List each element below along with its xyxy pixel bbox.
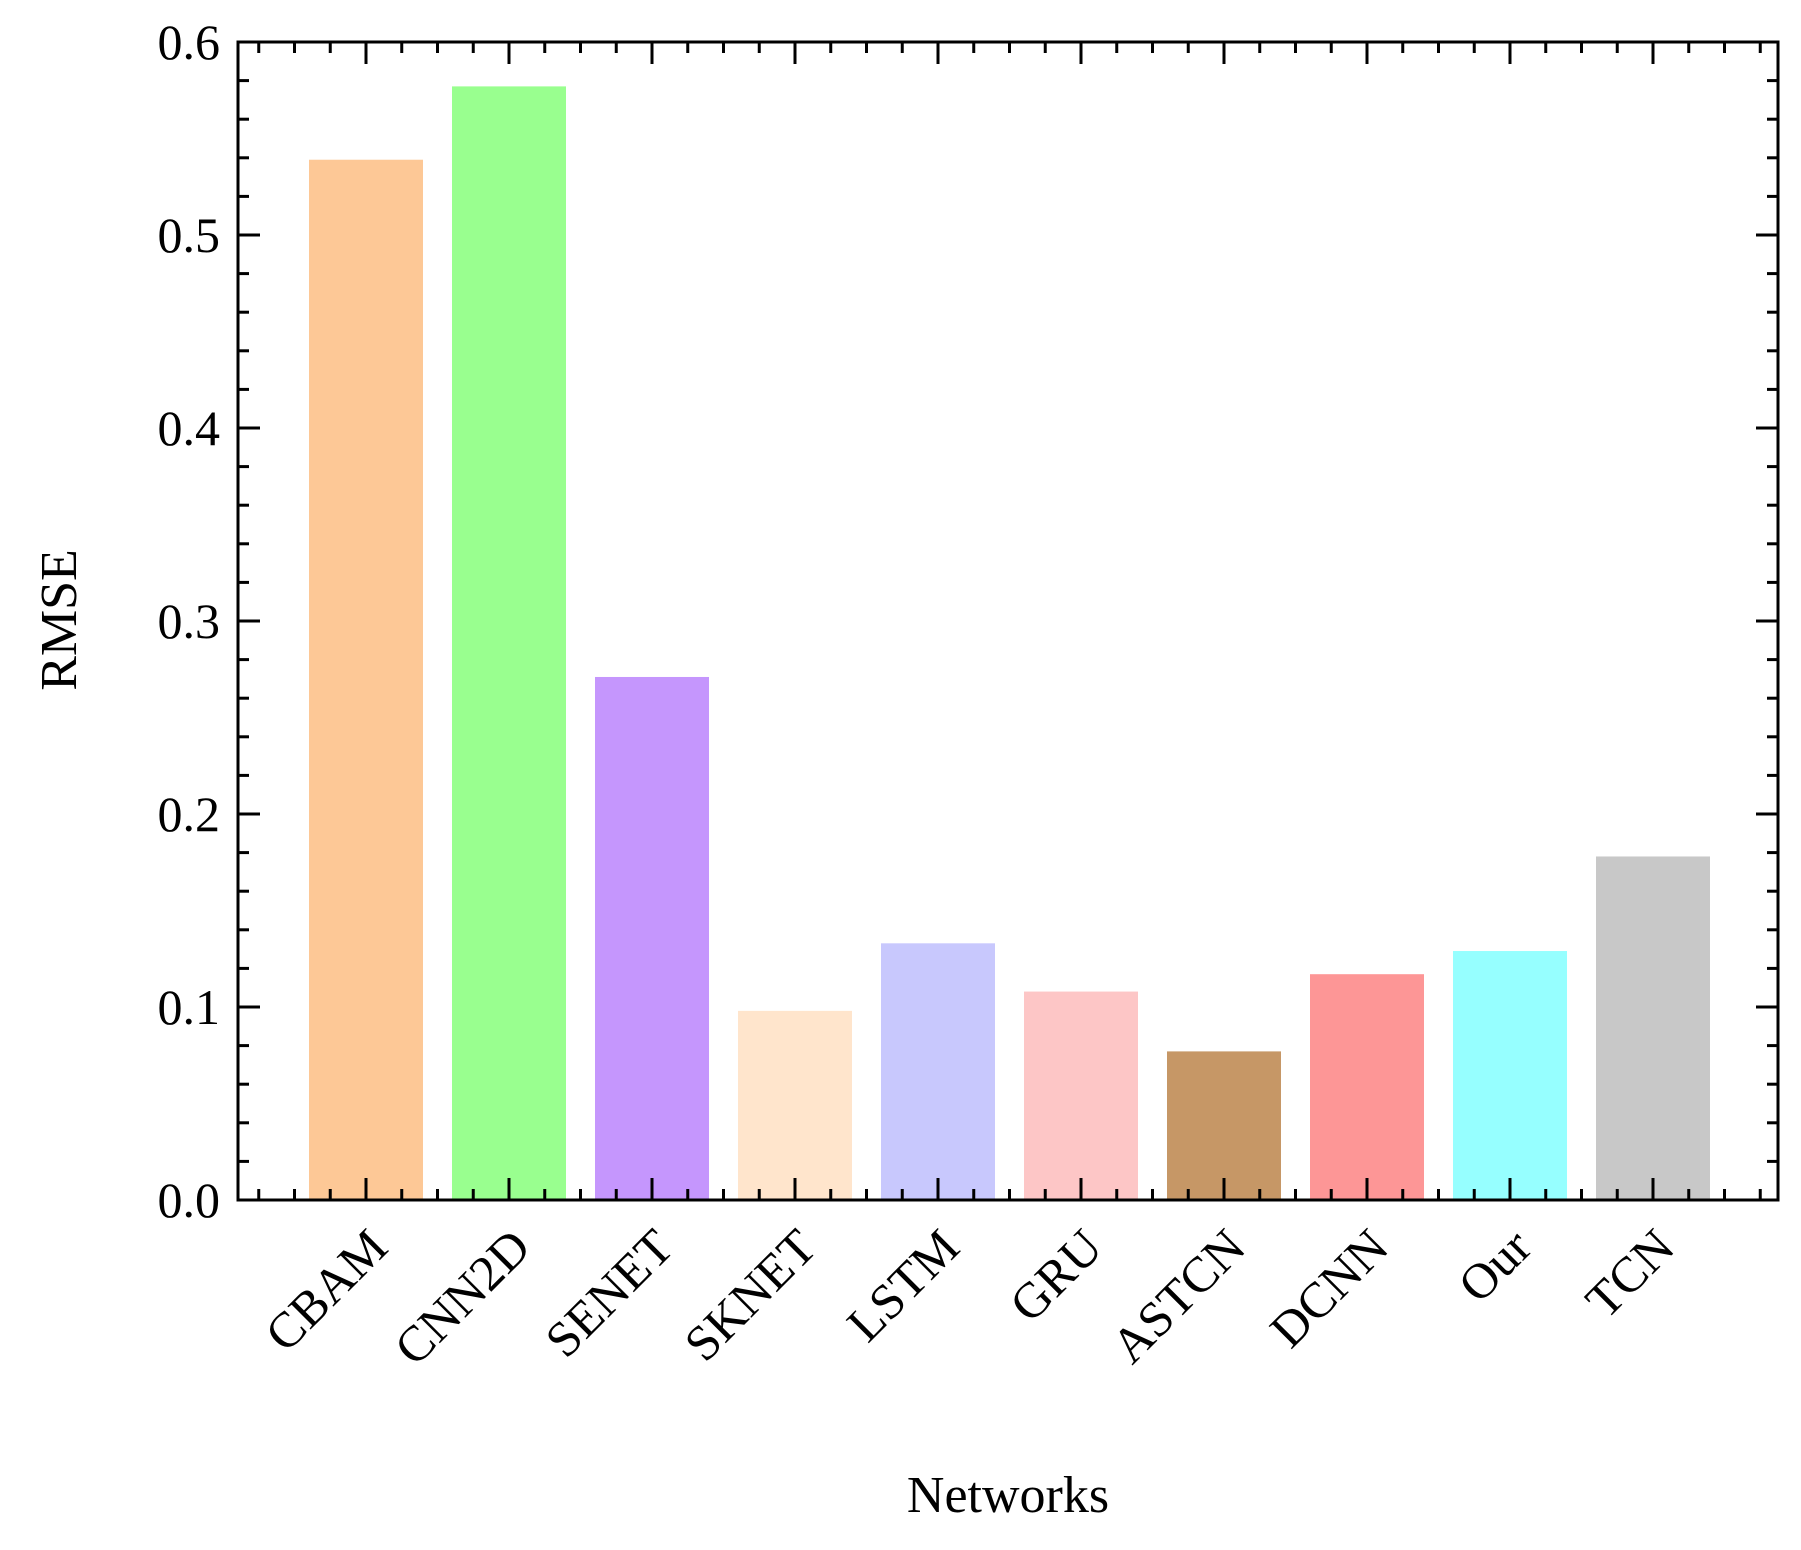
- bar-our: [1453, 951, 1567, 1200]
- y-tick-label: 0.0: [158, 1172, 221, 1228]
- x-tick-label-gru: GRU: [999, 1218, 1113, 1332]
- x-axis-title: Networks: [907, 1467, 1109, 1524]
- bar-cbam: [309, 159, 423, 1201]
- x-tick-label-cnn2d: CNN2D: [383, 1218, 540, 1375]
- bar-dcnn: [1310, 974, 1424, 1200]
- x-tick-label-dcnn: DCNN: [1259, 1218, 1399, 1358]
- y-tick-label: 0.5: [158, 207, 221, 263]
- bar-astcn: [1167, 1051, 1281, 1200]
- y-axis-title: RMSE: [31, 549, 88, 691]
- x-tick-label-tcn: TCN: [1574, 1218, 1684, 1328]
- x-tick-label-astcn: ASTCN: [1100, 1218, 1256, 1374]
- x-tick-label-sknet: SKNET: [673, 1218, 827, 1372]
- plot-frame: [236, 40, 1780, 1202]
- x-tick-label-lstm: LSTM: [836, 1218, 970, 1352]
- y-tick-label: 0.1: [158, 979, 221, 1035]
- x-tick-label-senet: SENET: [534, 1218, 684, 1368]
- x-tick-label-our: Our: [1447, 1218, 1542, 1313]
- x-tick-label-cbam: CBAM: [254, 1218, 398, 1362]
- y-tick-labels: 0.0 0.1 0.2 0.3 0.4 0.5 0.6: [158, 14, 221, 1228]
- bars-layer: [309, 86, 1710, 1201]
- bar-gru: [1024, 991, 1138, 1200]
- bar-senet: [595, 676, 709, 1200]
- y-tick-label: 0.6: [158, 14, 221, 70]
- bar-sknet: [738, 1010, 852, 1200]
- bar-cnn2d: [452, 86, 566, 1200]
- y-tick-label: 0.2: [158, 786, 221, 842]
- y-tick-label: 0.3: [158, 593, 221, 649]
- bar-tcn: [1596, 856, 1710, 1200]
- bar-lstm: [881, 943, 995, 1200]
- y-tick-label: 0.4: [158, 400, 221, 456]
